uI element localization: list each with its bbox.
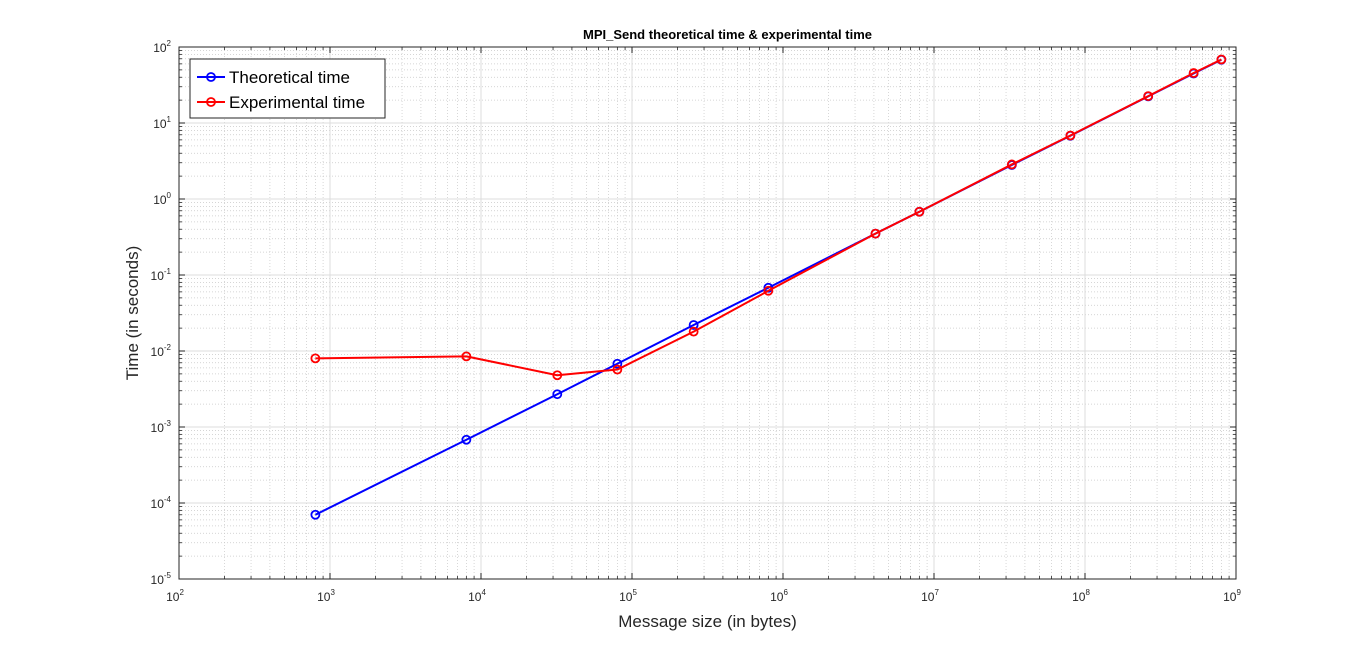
data-point (612, 364, 623, 375)
plot-area (179, 47, 1236, 579)
x-tick-label: 105 (619, 588, 637, 604)
data-point (310, 509, 321, 520)
series-layer (310, 54, 1227, 520)
y-tick-exponent: -5 (164, 571, 172, 580)
data-point (870, 228, 881, 239)
x-tick-base: 10 (468, 590, 482, 604)
data-point (1188, 68, 1199, 78)
x-tick-label: 104 (468, 588, 486, 604)
plot-frame (178, 46, 1237, 580)
y-tick-base: 10 (151, 269, 165, 283)
y-tick-base: 10 (151, 345, 165, 359)
legend-item: Theoretical time (197, 68, 350, 87)
y-tick-label: 10-1 (151, 267, 172, 283)
chart-title: MPI_Send theoretical time & experimental… (583, 27, 872, 42)
y-tick-exponent: 2 (167, 39, 172, 48)
major-grid (179, 47, 1236, 579)
y-tick-label: 10-5 (151, 571, 172, 587)
y-tick-exponent: -3 (164, 419, 172, 428)
data-point (1006, 159, 1017, 170)
y-axis-label: Time (in seconds) (123, 246, 142, 380)
legend-item: Experimental time (197, 93, 365, 112)
data-point (552, 370, 563, 381)
x-axis-label: Message size (in bytes) (618, 612, 797, 631)
y-tick-exponent: -2 (164, 343, 172, 352)
y-tick-label: 100 (153, 191, 171, 207)
y-tick-base: 10 (153, 117, 167, 131)
legend-marker (206, 97, 216, 107)
y-tick-base: 10 (153, 41, 167, 55)
legend: Theoretical time Experimental time (189, 58, 386, 119)
legend-label: Experimental time (229, 93, 365, 112)
x-tick-label: 107 (921, 588, 939, 604)
x-tick-exponent: 8 (1085, 588, 1090, 597)
y-tick-label: 10-2 (151, 343, 172, 359)
y-tick-exponent: 0 (167, 191, 172, 200)
data-point (1216, 54, 1227, 65)
x-tick-exponent: 5 (632, 588, 637, 597)
x-tick-base: 10 (619, 590, 633, 604)
x-tick-exponent: 4 (481, 588, 486, 597)
x-tick-base: 10 (1072, 590, 1086, 604)
legend-marker (206, 72, 216, 82)
data-point (461, 434, 472, 445)
legend-label: Theoretical time (229, 68, 350, 87)
x-tick-base: 10 (317, 590, 331, 604)
x-tick-label: 108 (1072, 588, 1090, 604)
y-tick-exponent: 1 (167, 115, 172, 124)
minor-grid (179, 47, 1236, 579)
y-tick-exponent: -1 (164, 267, 172, 276)
series-experimental (310, 54, 1227, 381)
y-tick-base: 10 (151, 421, 165, 435)
y-tick-label: 10-4 (151, 495, 172, 511)
x-tick-exponent: 9 (1236, 588, 1241, 597)
data-point (1143, 91, 1154, 101)
x-tick-exponent: 7 (934, 588, 939, 597)
y-tick-label: 102 (153, 39, 171, 55)
y-tick-base: 10 (151, 573, 165, 587)
legend-box (189, 58, 386, 119)
data-point (914, 206, 925, 217)
x-tick-base: 10 (921, 590, 935, 604)
y-tick-label: 10-3 (151, 419, 172, 435)
data-point (763, 285, 774, 296)
data-point (310, 353, 321, 364)
data-point (688, 326, 699, 337)
data-point (461, 351, 472, 362)
y-tick-exponent: -4 (164, 495, 172, 504)
y-tick-label: 101 (153, 115, 171, 131)
y-tick-base: 10 (153, 193, 167, 207)
data-point (552, 389, 563, 400)
x-tick-label: 102 (166, 588, 184, 604)
y-tick-base: 10 (151, 497, 165, 511)
axis-ticks (178, 46, 1237, 580)
x-tick-label: 103 (317, 588, 335, 604)
x-tick-exponent: 3 (330, 588, 335, 597)
x-tick-base: 10 (1223, 590, 1237, 604)
x-tick-exponent: 6 (783, 588, 788, 597)
x-tick-exponent: 2 (179, 588, 184, 597)
x-tick-base: 10 (770, 590, 784, 604)
x-tick-label: 109 (1223, 588, 1241, 604)
x-tick-label: 106 (770, 588, 788, 604)
data-point (1065, 130, 1076, 141)
series-line (315, 58, 1222, 377)
data-point (688, 320, 699, 330)
x-tick-base: 10 (166, 590, 180, 604)
x-tick-labels: 102 103 104 105 106 107 108 109 (166, 588, 1241, 604)
data-point (612, 358, 623, 369)
